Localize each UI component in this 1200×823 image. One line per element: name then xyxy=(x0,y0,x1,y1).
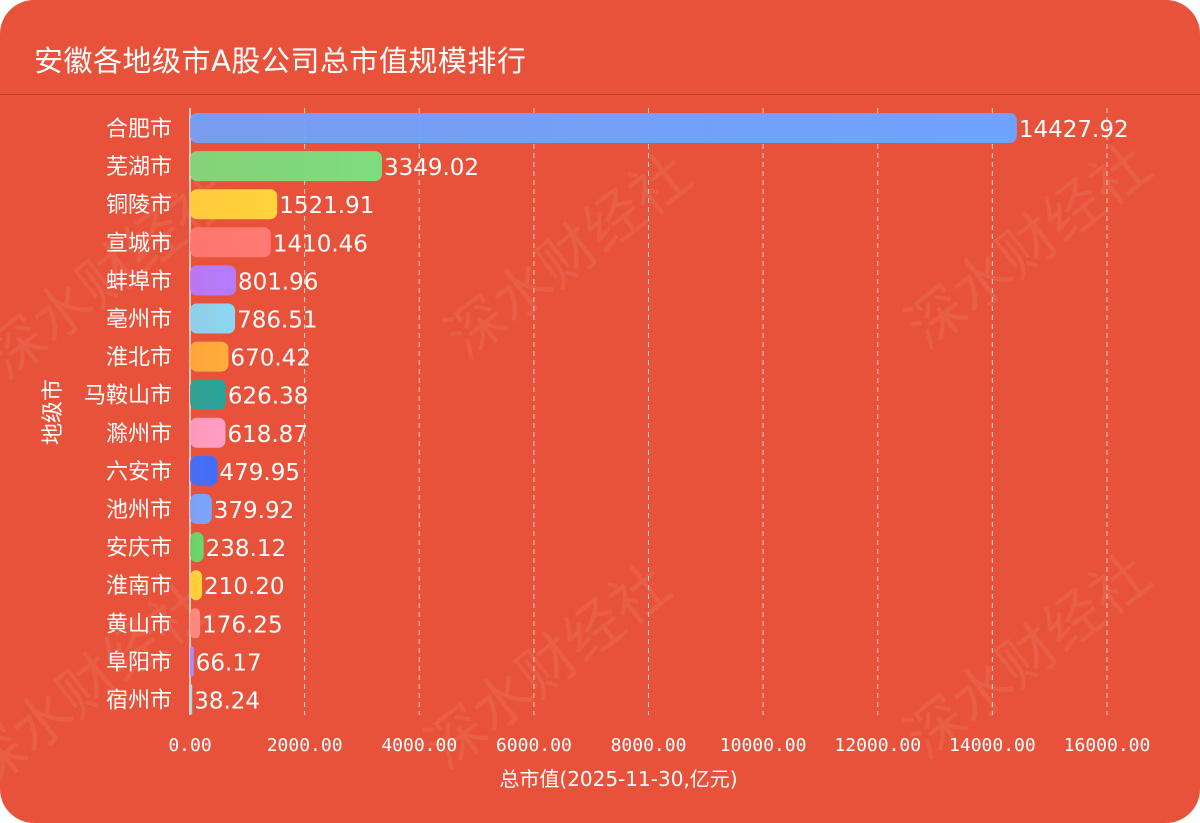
category-label: 六安市 xyxy=(106,460,172,485)
category-label: 宿州市 xyxy=(106,689,172,714)
value-label: 176.25 xyxy=(202,612,282,638)
category-label: 芜湖市 xyxy=(106,155,172,180)
x-tick-label: 4000.00 xyxy=(381,735,457,756)
x-tick-label: 0.00 xyxy=(168,735,211,756)
value-label: 210.20 xyxy=(204,574,284,600)
category-label: 宣城市 xyxy=(106,231,172,256)
bar xyxy=(190,494,212,524)
x-tick-label: 12000.00 xyxy=(834,735,921,756)
bar xyxy=(190,532,204,563)
bar xyxy=(190,570,203,601)
value-label: 1521.91 xyxy=(279,193,374,219)
category-label: 铜陵市 xyxy=(106,193,172,218)
x-tick-label: 14000.00 xyxy=(949,735,1036,756)
category-label: 安庆市 xyxy=(106,536,172,561)
chart-title: 安徽各地级市A股公司总市值规模排行 xyxy=(34,44,527,78)
bar xyxy=(190,417,226,448)
bar xyxy=(190,379,226,410)
bar xyxy=(190,227,271,258)
value-label: 238.12 xyxy=(206,536,286,562)
category-label: 池州市 xyxy=(106,498,172,523)
x-tick-label: 6000.00 xyxy=(496,735,572,756)
chart-header: 安徽各地级市A股公司总市值规模排行 xyxy=(0,0,1200,95)
x-tick-label: 16000.00 xyxy=(1064,735,1151,756)
value-label: 626.38 xyxy=(228,384,308,410)
category-label: 合肥市 xyxy=(106,117,172,142)
bar xyxy=(190,113,1017,143)
category-label: 亳州市 xyxy=(106,308,172,333)
bar xyxy=(190,341,229,372)
value-label: 479.95 xyxy=(220,460,300,486)
value-label: 786.51 xyxy=(237,308,317,334)
value-label: 1410.46 xyxy=(273,231,368,257)
category-label: 阜阳市 xyxy=(106,650,172,675)
x-tick-label: 2000.00 xyxy=(267,735,343,756)
bar xyxy=(190,455,218,486)
bar xyxy=(190,189,278,220)
x-tick-label: 8000.00 xyxy=(611,735,687,756)
bar xyxy=(190,151,382,182)
value-label: 14427.92 xyxy=(1019,117,1129,143)
value-label: 801.96 xyxy=(238,269,318,295)
category-label: 马鞍山市 xyxy=(84,384,172,409)
bar xyxy=(190,608,201,639)
category-label: 淮南市 xyxy=(106,574,172,599)
category-label: 淮北市 xyxy=(106,346,172,371)
x-axis-title: 总市值(2025-11-30,亿元) xyxy=(499,767,737,791)
category-label: 黄山市 xyxy=(106,612,172,637)
bar xyxy=(190,684,193,715)
value-label: 379.92 xyxy=(214,498,294,524)
category-label: 蚌埠市 xyxy=(106,269,172,294)
value-label: 670.42 xyxy=(230,346,310,372)
bar xyxy=(190,646,194,677)
value-label: 618.87 xyxy=(227,422,307,448)
value-label: 38.24 xyxy=(194,689,260,715)
bar xyxy=(190,265,236,296)
category-label: 滁州市 xyxy=(106,422,172,447)
value-label: 66.17 xyxy=(196,650,262,676)
y-axis-title: 地级市 xyxy=(41,379,66,445)
x-tick-label: 10000.00 xyxy=(720,735,807,756)
value-label: 3349.02 xyxy=(384,155,479,181)
bar xyxy=(190,303,236,334)
